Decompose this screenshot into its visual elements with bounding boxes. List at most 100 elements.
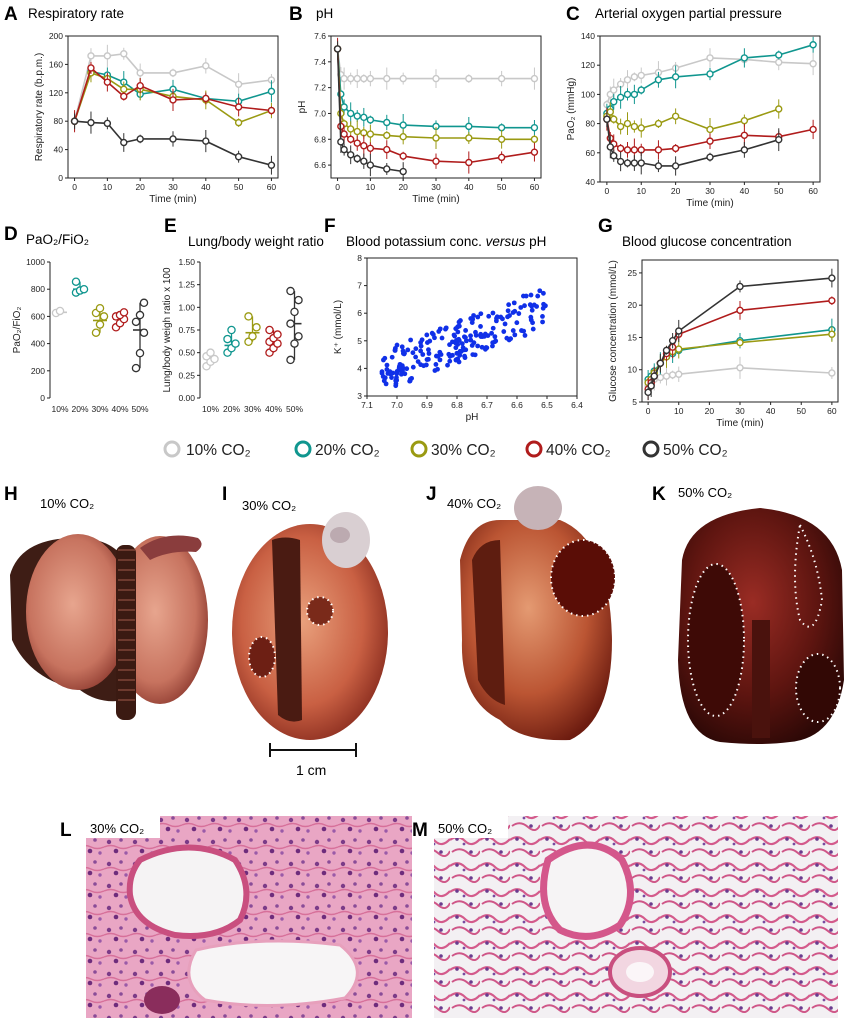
chartF-point-159 bbox=[475, 343, 481, 349]
chartG-point-0-4 bbox=[662, 372, 671, 380]
chartF-xtick-label-6: 6.5 bbox=[541, 400, 553, 410]
chartF-plot-frame bbox=[366, 257, 578, 397]
chartG-point-0-5 bbox=[668, 371, 677, 379]
legend-label-40: 40% CO₂ bbox=[546, 442, 611, 459]
chartD-category-label-4: 50% bbox=[131, 404, 148, 414]
chartB-xtick-label-5: 50 bbox=[497, 182, 507, 192]
lung-photo-10 bbox=[10, 534, 208, 720]
chartB-point-1-6 bbox=[366, 116, 375, 124]
chartF-point-176 bbox=[479, 344, 485, 350]
chartB-point-3-5 bbox=[360, 142, 368, 150]
chartA-ytick-label-2: 80 bbox=[54, 116, 64, 126]
chartB-ytick-label-1: 6.8 bbox=[314, 134, 326, 144]
chartF-point-110 bbox=[529, 307, 535, 313]
chartE-point-1-2 bbox=[231, 339, 240, 348]
chartE-point-3-6 bbox=[265, 325, 274, 335]
panel-label-j: J bbox=[426, 484, 437, 505]
chartC-point-3-12 bbox=[809, 125, 817, 134]
chartD-ytick-label-4: 800 bbox=[31, 284, 45, 294]
chartD-category-label-2: 30% bbox=[91, 404, 108, 414]
chartF-point-88 bbox=[471, 313, 476, 318]
chartG-point-4-5 bbox=[668, 336, 677, 345]
chartD-point-2-1 bbox=[95, 320, 105, 329]
chartG-xtick-label-6: 60 bbox=[827, 406, 837, 416]
chartB-point-2-6 bbox=[366, 130, 375, 138]
chartC-point-4-10 bbox=[740, 146, 749, 154]
chartF-point-178 bbox=[381, 378, 387, 384]
chartB-point-2-10 bbox=[465, 134, 473, 142]
chartC-point-1-10 bbox=[740, 54, 749, 62]
chartF-ytick-label-0: 3 bbox=[357, 391, 362, 401]
chartF-ytick-label-4: 7 bbox=[357, 281, 362, 291]
chartA-point-3-2 bbox=[103, 78, 112, 86]
chartF-point-70 bbox=[455, 329, 461, 335]
legend-marker-50 bbox=[642, 440, 660, 458]
chartD-point-1-3 bbox=[71, 277, 81, 286]
chartF-point-167 bbox=[541, 290, 546, 296]
chartB-point-4-2 bbox=[340, 145, 348, 154]
chartD-point-4-2 bbox=[139, 328, 149, 337]
chartA-point-1-8 bbox=[267, 87, 276, 96]
legend-label-10: 10% CO₂ bbox=[186, 442, 251, 459]
chartF-point-195 bbox=[456, 323, 462, 329]
chartB-point-1-5 bbox=[360, 113, 368, 122]
chartG-point-4-6 bbox=[675, 327, 683, 335]
chartB-point-4-7 bbox=[383, 165, 391, 173]
chartA-ytick-label-5: 200 bbox=[49, 31, 63, 41]
chart-f-title: Blood potassium conc. versus pH bbox=[346, 234, 546, 249]
chartA-point-4-8 bbox=[267, 161, 276, 169]
chartF-point-137 bbox=[401, 351, 407, 357]
chartD-ytick-label-1: 200 bbox=[31, 366, 45, 376]
chartF-point-80 bbox=[468, 337, 474, 343]
chartE-ytick-label-4: 1.00 bbox=[178, 302, 195, 312]
chartA-xtick-label-2: 20 bbox=[135, 182, 145, 192]
panel-label-h: H bbox=[4, 484, 18, 505]
chartE-point-4-6 bbox=[286, 286, 295, 296]
chartC-point-3-4 bbox=[623, 146, 632, 154]
chartA-xtick-label-1: 10 bbox=[103, 182, 113, 192]
chartC-point-1-3 bbox=[616, 93, 625, 102]
chartC-y-axis-title: PaO₂ (mmHg) bbox=[566, 78, 577, 141]
chartF-point-156 bbox=[457, 352, 463, 358]
chartA-y-axis-title: Respiratory rate (b.p.m.) bbox=[34, 53, 45, 161]
chart-g-title: Blood glucose concentration bbox=[622, 234, 792, 249]
panel-label-c: C bbox=[566, 4, 580, 25]
chartG-point-0-6 bbox=[675, 370, 683, 378]
chartF-point-190 bbox=[529, 303, 535, 309]
chartE-point-4-5 bbox=[294, 295, 303, 305]
chartC-point-4-3 bbox=[616, 157, 625, 166]
legend: 10% CO₂ 20% CO₂ 30% CO₂ 40% CO₂ 50% CO₂ bbox=[163, 440, 728, 459]
chartB-ytick-label-2: 7.0 bbox=[314, 108, 326, 118]
chartE-point-2-3 bbox=[244, 312, 253, 321]
chartD-category-label-0: 10% bbox=[51, 404, 68, 414]
chartF-point-209 bbox=[508, 336, 514, 342]
chartB-point-3-4 bbox=[353, 139, 361, 147]
chartF-point-203 bbox=[379, 370, 385, 376]
chartA-xtick-label-0: 0 bbox=[72, 182, 77, 192]
chartF-point-93 bbox=[505, 308, 511, 314]
chartC-xtick-label-0: 0 bbox=[605, 186, 610, 196]
chartG-xtick-label-2: 20 bbox=[705, 406, 715, 416]
chartF-point-74 bbox=[392, 347, 398, 353]
chartD-point-4-0 bbox=[131, 363, 141, 373]
chartA-point-0-6 bbox=[202, 62, 210, 70]
chartG-point-4-1 bbox=[647, 382, 655, 390]
chartA-point-3-8 bbox=[267, 106, 276, 115]
chartF-xtick-label-4: 6.7 bbox=[481, 400, 493, 410]
chartE-point-3-5 bbox=[273, 330, 282, 339]
chartF-point-89 bbox=[486, 313, 492, 319]
chartF-point-128 bbox=[514, 320, 520, 326]
chartC-point-4-1 bbox=[606, 143, 615, 151]
photo-panel-k: K 50% CO₂ bbox=[652, 484, 844, 744]
chartG-ytick-label-3: 20 bbox=[628, 300, 638, 310]
chartF-point-131 bbox=[478, 311, 484, 317]
chartE-ytick-label-2: 0.50 bbox=[178, 348, 195, 358]
panel-label-l: L bbox=[60, 820, 72, 841]
chartC-point-2-4 bbox=[623, 119, 632, 128]
chartC-point-1-8 bbox=[671, 73, 680, 81]
chartF-point-55 bbox=[418, 340, 424, 345]
chartD-ytick-label-5: 1000 bbox=[26, 257, 45, 267]
legend-marker-40 bbox=[525, 440, 543, 458]
chartE-point-4-3 bbox=[286, 319, 295, 328]
chart-b-ph: 0 10 20 30 40 50 60 6.6 6.8 7.0 7.2 7.4 7.6 Time (min… bbox=[297, 31, 542, 205]
